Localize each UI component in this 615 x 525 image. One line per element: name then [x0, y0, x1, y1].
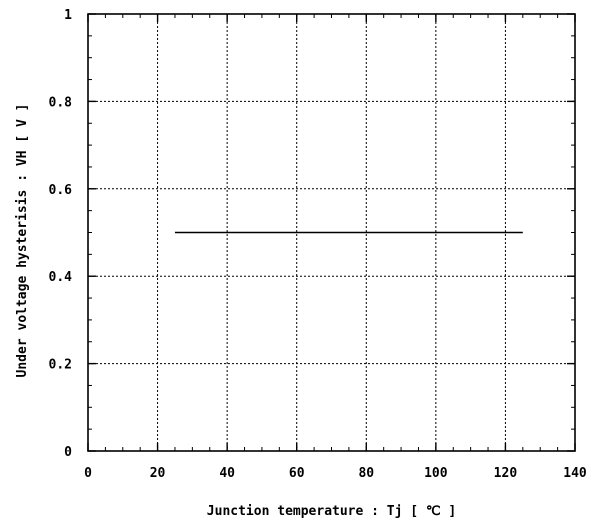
x-tick-label: 60 — [289, 466, 305, 481]
x-tick-label: 0 — [84, 466, 92, 481]
x-axis-label: Junction temperature : Tj [ ℃ ] — [207, 504, 456, 519]
x-tick-label: 140 — [563, 466, 587, 481]
x-tick-label: 100 — [424, 466, 448, 481]
y-axis-label: Under voltage hysterisis : VH [ V ] — [15, 104, 30, 378]
y-tick-label: 1 — [64, 8, 72, 23]
plot-frame — [87, 13, 576, 452]
x-tick-label: 120 — [494, 466, 518, 481]
y-tick-label: 0.8 — [49, 95, 73, 110]
x-tick-label: 20 — [150, 466, 166, 481]
grid-lines — [88, 14, 575, 451]
y-tick-labels: 0 0.2 0.4 0.6 0.8 1 — [49, 8, 73, 460]
x-tick-labels: 0 20 40 60 80 100 120 140 — [84, 466, 587, 481]
y-tick-label: 0.2 — [49, 358, 72, 373]
y-tick-label: 0.4 — [49, 270, 73, 285]
y-tick-label: 0.6 — [49, 183, 73, 198]
y-tick-label: 0 — [64, 445, 72, 460]
x-tick-label: 40 — [219, 466, 235, 481]
x-tick-label: 80 — [358, 466, 374, 481]
